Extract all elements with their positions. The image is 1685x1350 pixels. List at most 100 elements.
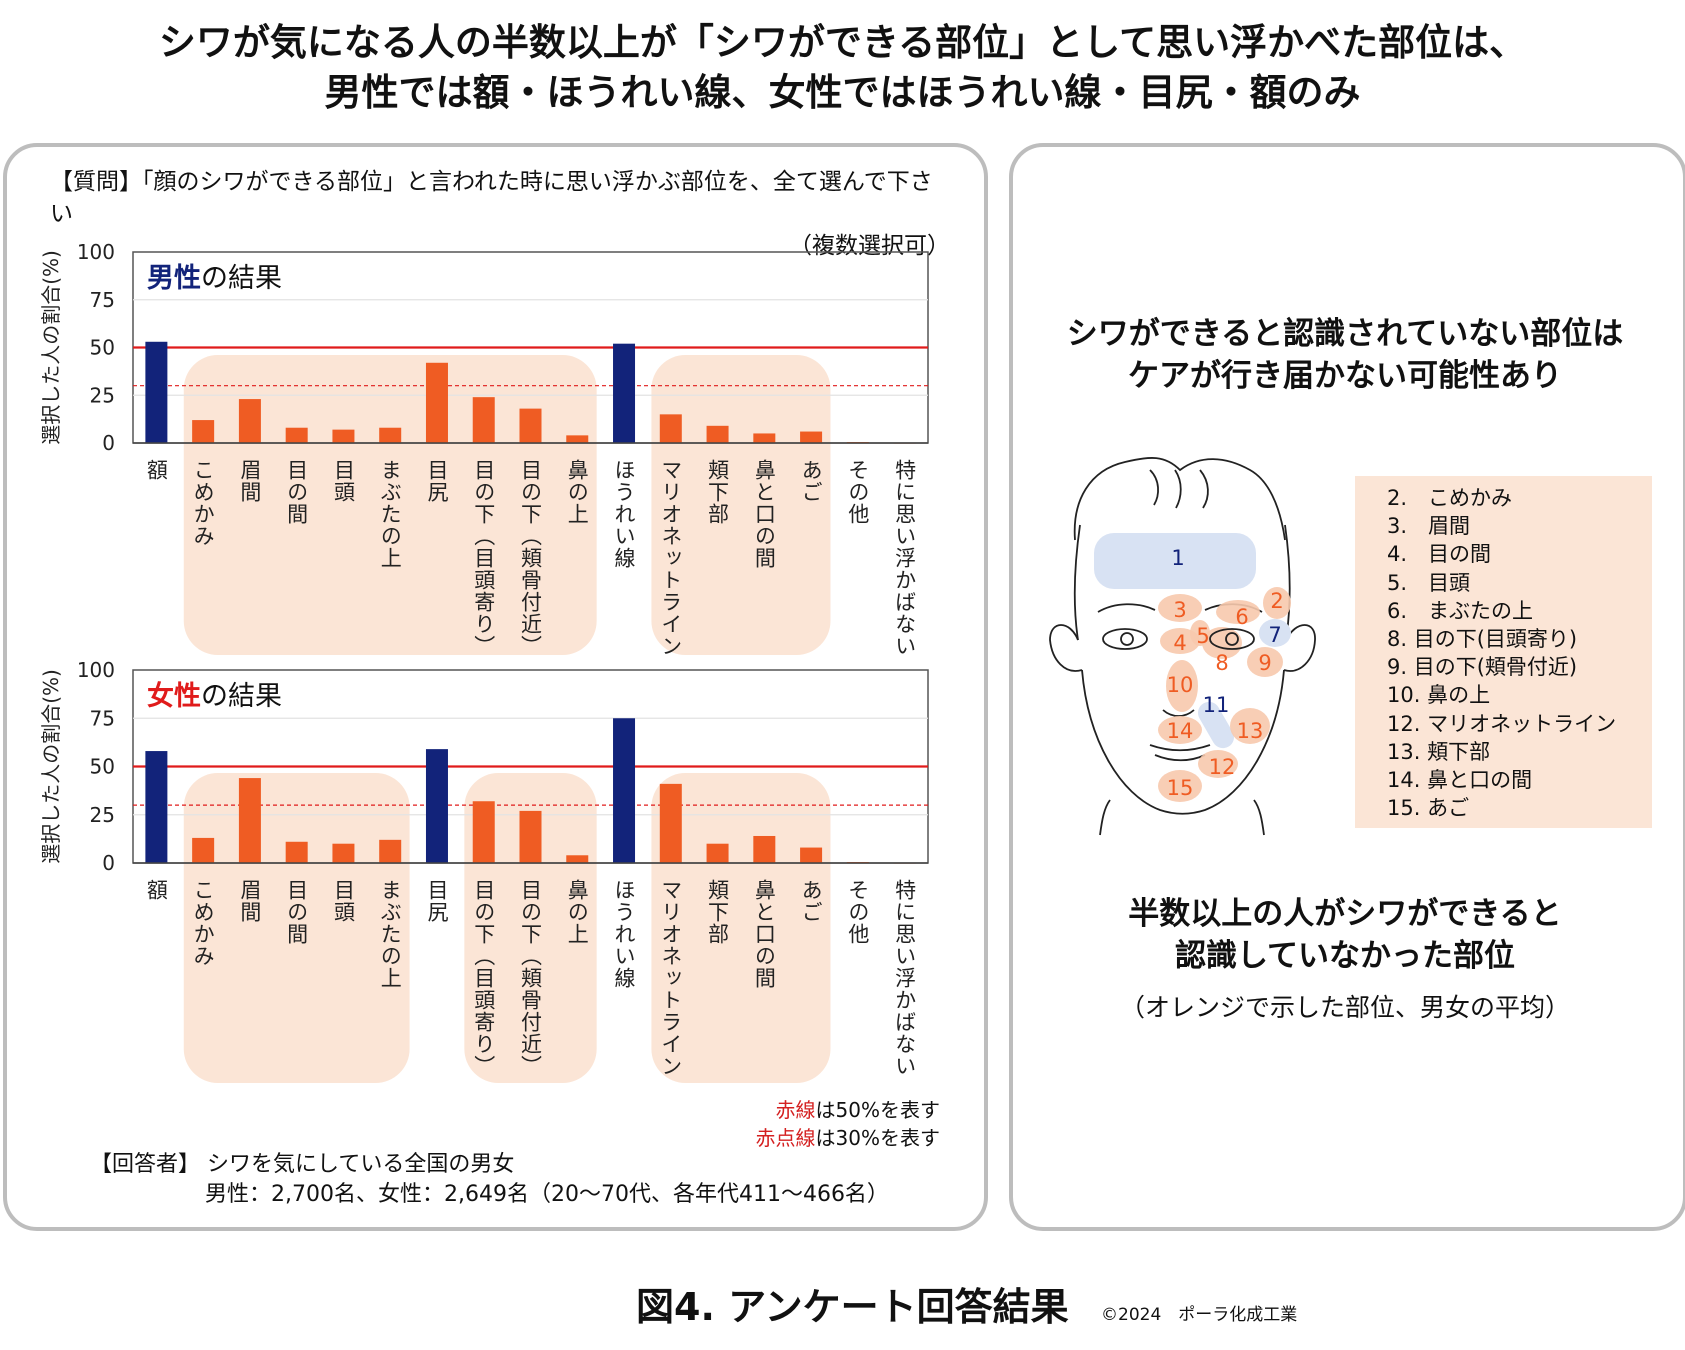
category-label: 額 — [144, 879, 168, 901]
legend-dotted-line: 赤点線は30%を表す — [756, 1122, 940, 1151]
area-key-item: 6. まぶたの上 — [1387, 598, 1534, 623]
right-bottom-sub: （オレンジで示した部位、男女の平均） — [1119, 993, 1570, 1022]
y-tick-label: 0 — [102, 851, 115, 875]
category-label: マリオネットライン — [659, 879, 683, 1077]
face-label-2: 2 — [1270, 589, 1283, 613]
bar — [519, 408, 542, 443]
category-label: こめかみ — [191, 879, 215, 967]
ears — [1049, 624, 1316, 672]
category-label: 目の下（頬骨付近） — [519, 879, 543, 1077]
right-pupil — [1225, 632, 1239, 646]
category-label: 目の下（目頭寄り） — [472, 879, 496, 1077]
category-label: 頬下部 — [706, 879, 730, 945]
category-label: その他 — [846, 879, 870, 945]
category-label: 額 — [144, 459, 168, 481]
bar — [659, 414, 682, 443]
category-label: 目の間 — [285, 879, 309, 945]
right-bottom-line2: 認識していなかった部位 — [1174, 938, 1516, 974]
legend-dotted-line-text: は30%を表す — [815, 1126, 940, 1150]
copyright: ©2024 ポーラ化成工業 — [1101, 1305, 1298, 1325]
respondents-line2: 男性：2,700名、女性：2,649名（20～70代、各年代411～466名） — [205, 1182, 889, 1207]
area-key-item: 10. 鼻の上 — [1387, 683, 1491, 708]
face-label-8: 8 — [1215, 651, 1228, 675]
headline: シワが気になる人の半数以上が「シワができる部位」として思い浮かべた部位は、 男性… — [0, 18, 1685, 118]
chart-title-rest: の結果 — [201, 263, 282, 294]
neck — [1099, 799, 1265, 836]
respondents: 【回答者】 シワを気にしている全国の男女 男性：2,700名、女性：2,649名… — [90, 1150, 889, 1210]
zone-area — [1158, 770, 1202, 802]
question-line2: （複数選択可） — [789, 233, 950, 259]
category-label: 目頭 — [331, 459, 355, 503]
area-key-item: 5. 目頭 — [1387, 570, 1471, 595]
face-label-10: 10 — [1167, 673, 1194, 697]
category-label: 特に思い浮かばない — [893, 879, 917, 1077]
bar — [472, 397, 495, 443]
area-key-list: 2. こめかみ 3. 眉間 4. 目の間 5. 目頭 6. まぶたの上 8. 目の下(目頭… — [1355, 476, 1652, 822]
chart-1: 0 25 50 75 100 額 こめかみ 眉間 目の間 目頭 まぶたの上 目尻 目の下（目頭寄り） 目の… — [39, 658, 929, 1083]
area-key-item: 2. こめかみ — [1387, 486, 1513, 510]
right-heading-line2: ケアが行き届かない可能性あり — [1128, 358, 1562, 394]
y-tick-label: 50 — [90, 755, 115, 779]
left-pupil — [1120, 632, 1134, 646]
category-label: まぶたの上 — [378, 459, 402, 569]
bar — [800, 847, 823, 863]
chart-title: 女性の結果 — [147, 680, 282, 712]
y-axis-label: 選択した人の割合(%) — [39, 250, 63, 445]
right-heading-line1: シワができると認識されていない部位は — [1066, 316, 1624, 352]
category-label: あご — [799, 459, 823, 503]
y-tick-label: 25 — [90, 383, 115, 407]
shade-zone — [651, 773, 831, 1083]
hair-line — [1073, 457, 1286, 541]
shade-zone — [651, 355, 831, 655]
face-label-3: 3 — [1173, 598, 1186, 622]
headline-line1: シワが気になる人の半数以上が「シワができる部位」として思い浮かべた部位は、 — [158, 21, 1527, 64]
bar — [706, 425, 729, 443]
zone-nasolabial — [1198, 701, 1234, 749]
category-label: 目尻 — [425, 879, 449, 923]
category-label: 鼻と口の間 — [752, 459, 776, 569]
face-label-6: 6 — [1235, 605, 1248, 629]
bar — [566, 855, 589, 863]
zone-area — [1230, 708, 1270, 744]
area-key-item: 9. 目の下(頬骨付近) — [1387, 655, 1578, 680]
shade-zone — [464, 773, 597, 1083]
face-label-15: 15 — [1167, 776, 1194, 800]
area-key-item: 12. マリオネットライン — [1387, 711, 1617, 736]
y-tick-label: 75 — [90, 706, 115, 730]
bar — [145, 341, 168, 443]
zone-outer-eye — [1259, 619, 1291, 647]
face-label-14: 14 — [1167, 719, 1194, 743]
bar — [425, 362, 448, 443]
area-key-item: 3. 眉間 — [1387, 514, 1471, 539]
respondents-line1: 【回答者】 シワを気にしている全国の男女 — [90, 1152, 515, 1177]
bar — [379, 427, 402, 443]
question-line1: 【質問】「顔のシワができる部位」と言われた時に思い浮かぶ部位を、全て選んで下さい — [50, 169, 933, 227]
nose — [1162, 709, 1195, 717]
category-label: 目の下（頬骨付近） — [519, 459, 543, 657]
hair-strands — [1149, 469, 1209, 509]
y-tick-label: 100 — [77, 240, 115, 264]
bar — [706, 843, 729, 863]
category-label: 眉間 — [238, 459, 262, 503]
category-label: 目尻 — [425, 459, 449, 503]
right-eye — [1209, 628, 1255, 650]
category-label: ほうれい線 — [612, 459, 636, 569]
bar — [472, 801, 495, 863]
zone-forehead — [1094, 533, 1256, 589]
chart-0: 0 25 50 75 100 額 こめかみ 眉間 目の間 目頭 まぶたの上 目尻 目の下（目頭寄り） 目の… — [39, 240, 929, 657]
category-label: 目頭 — [331, 879, 355, 923]
category-label: 鼻の上 — [565, 459, 589, 525]
zone-area — [1263, 587, 1291, 619]
bar — [800, 431, 823, 443]
category-label: 目の下（目頭寄り） — [472, 459, 496, 657]
zone-area — [1158, 716, 1202, 744]
bar — [332, 843, 355, 863]
face-label-12: 12 — [1209, 755, 1236, 779]
face-label-7: 7 — [1268, 623, 1281, 647]
area-key-item: 13. 頬下部 — [1387, 739, 1491, 764]
area-key-item: 14. 鼻と口の間 — [1387, 768, 1533, 793]
zone-area — [1160, 628, 1200, 654]
category-label: その他 — [846, 459, 870, 525]
